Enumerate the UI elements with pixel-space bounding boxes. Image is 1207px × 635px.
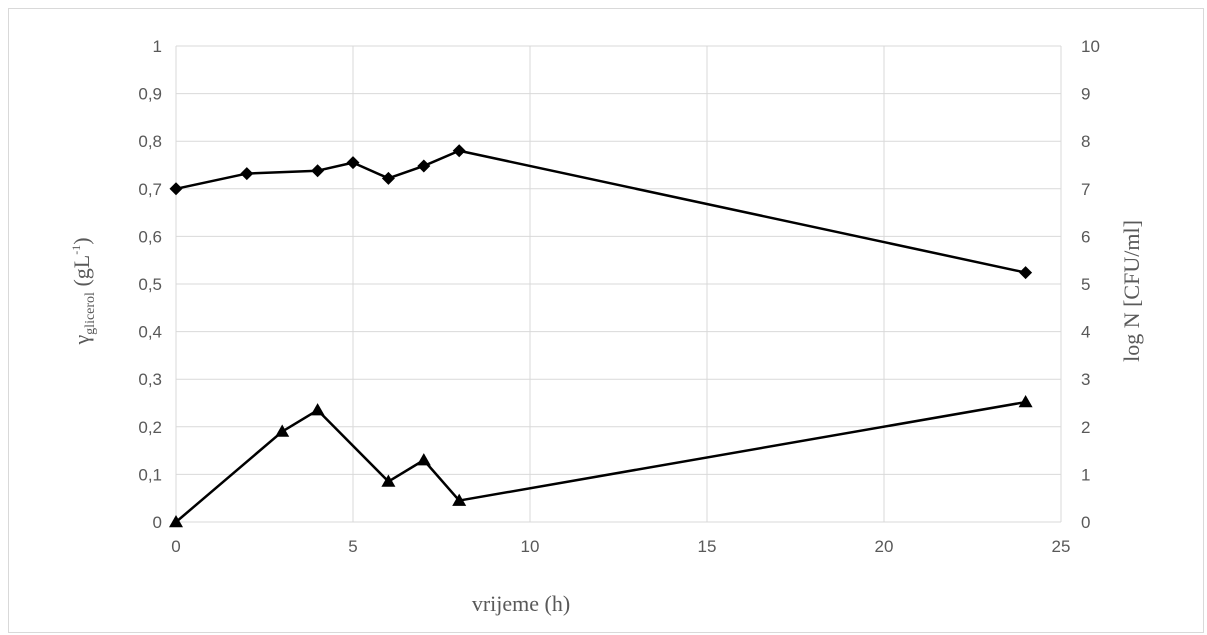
series-2-triangle-marker xyxy=(275,424,290,437)
y-left-tick-label: 0,6 xyxy=(138,227,162,246)
series-2-triangle-marker xyxy=(416,453,431,466)
y-left-tick-label: 0,4 xyxy=(138,323,162,342)
y-right-tick-label: 3 xyxy=(1081,370,1090,389)
series-1-diamond-marker xyxy=(240,167,254,181)
series-2-triangle-marker xyxy=(1018,395,1033,408)
series-2-line xyxy=(175,400,1026,523)
y-right-tick-label: 1 xyxy=(1081,465,1090,484)
series-1-diamond-marker xyxy=(452,144,466,158)
y-left-tick-label: 0,1 xyxy=(138,465,162,484)
y-left-title-main: γ xyxy=(69,335,94,346)
y-right-tick-label: 5 xyxy=(1081,275,1090,294)
y-left-tick-label: 0,5 xyxy=(138,275,162,294)
x-tick-label: 0 xyxy=(171,537,180,556)
y-left-tick-label: 0,2 xyxy=(138,418,162,437)
series-1-line xyxy=(175,149,1026,274)
y-left-tick-label: 1 xyxy=(153,37,162,56)
series-2-triangle-marker xyxy=(381,474,396,487)
y-right-tick-label: 2 xyxy=(1081,418,1090,437)
tick-layer: 00,10,20,30,40,50,60,70,80,9101234567891… xyxy=(138,37,1100,556)
x-tick-label: 10 xyxy=(521,537,540,556)
y-right-tick-label: 4 xyxy=(1081,323,1090,342)
y-right-tick-label: 0 xyxy=(1081,513,1090,532)
y-right-tick-label: 8 xyxy=(1081,132,1090,151)
series-1-diamond-marker xyxy=(169,182,183,196)
y-right-tick-label: 10 xyxy=(1081,37,1100,56)
y-left-tick-label: 0 xyxy=(153,513,162,532)
y-left-tick-label: 0,9 xyxy=(138,85,162,104)
series-1-diamond-marker xyxy=(417,159,431,173)
series-2-triangle-marker xyxy=(310,403,325,416)
series-1-diamond-marker xyxy=(346,156,360,170)
y-left-title-sub: glicerol xyxy=(83,292,98,335)
chart-svg: 00,10,20,30,40,50,60,70,80,9101234567891… xyxy=(69,37,1144,616)
y-left-tick-label: 0,7 xyxy=(138,180,162,199)
y-left-title-close: ) xyxy=(69,237,94,244)
series-1-diamond-marker xyxy=(1019,266,1033,280)
y-axis-left-title: γglicerol (gL-1) xyxy=(69,237,98,345)
y-right-tick-label: 7 xyxy=(1081,180,1090,199)
x-tick-label: 25 xyxy=(1052,537,1071,556)
y-right-tick-label: 6 xyxy=(1081,227,1090,246)
x-tick-label: 20 xyxy=(875,537,894,556)
y-axis-right-title: log N [CFU/ml] xyxy=(1119,220,1144,362)
x-axis-title: vrijeme (h) xyxy=(472,591,570,616)
y-left-title-sup: -1 xyxy=(69,245,83,255)
series-1-diamond-marker xyxy=(381,171,395,185)
y-left-title-tail: (gL xyxy=(69,255,94,292)
y-right-tick-label: 9 xyxy=(1081,85,1090,104)
series-layer xyxy=(169,144,1033,528)
y-left-tick-label: 0,8 xyxy=(138,132,162,151)
series-1-diamond-marker xyxy=(311,164,325,178)
x-tick-label: 15 xyxy=(698,537,717,556)
x-tick-label: 5 xyxy=(348,537,357,556)
grid-layer xyxy=(175,45,1062,523)
series-2-triangle-marker xyxy=(452,493,467,506)
chart-frame: 0 0,1 0,2 0,3 0,4 0,5 0,6 0,7 0,8 0,9 1 0 1 2 3 4 5 6 7 8 9 1… xyxy=(8,8,1204,633)
series-2-triangle-marker xyxy=(169,515,183,528)
y-left-tick-label: 0,3 xyxy=(138,370,162,389)
